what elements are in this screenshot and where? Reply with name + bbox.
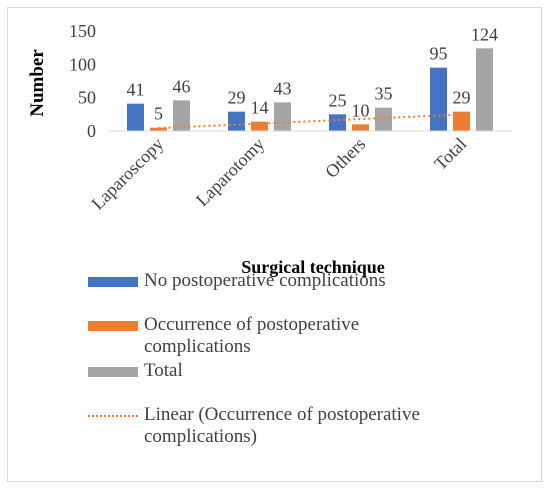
data-label: 29 — [228, 88, 246, 108]
trendline — [158, 113, 462, 130]
data-label: 10 — [352, 100, 370, 120]
legend-item-total: Total — [88, 360, 464, 382]
y-axis-title: Number — [27, 49, 48, 117]
legend-swatch-blue — [88, 277, 138, 287]
bar — [453, 111, 470, 131]
bar — [430, 67, 447, 131]
y-tick-label: 100 — [69, 54, 96, 74]
bar — [127, 103, 144, 131]
data-label: 35 — [375, 84, 393, 104]
bar — [274, 102, 291, 131]
data-label: 46 — [173, 76, 191, 96]
y-tick-label: 0 — [87, 121, 96, 141]
legend-label: No postoperative complications — [144, 270, 386, 291]
bar — [375, 107, 392, 131]
x-tick-label: Others — [321, 134, 369, 182]
bar — [228, 111, 245, 131]
legend-swatch-gray — [88, 367, 138, 377]
legend-label: Total — [144, 360, 183, 381]
data-label: 5 — [154, 104, 163, 124]
x-tick-label: Laparoscopy — [87, 134, 167, 214]
y-tick-label: 50 — [78, 88, 96, 108]
x-axis-title: Surgical technique — [241, 257, 385, 277]
chart-frame — [7, 7, 542, 482]
data-label: 43 — [274, 78, 292, 98]
data-label: 25 — [329, 90, 347, 110]
data-label: 29 — [453, 88, 471, 108]
data-label: 14 — [251, 98, 269, 118]
legend-swatch-orange — [88, 321, 138, 331]
bar — [476, 48, 493, 132]
legend-item-occurrence: Occurrence of postoperative complication… — [88, 314, 464, 358]
bar — [173, 100, 190, 131]
bar — [352, 124, 369, 131]
bar — [329, 114, 346, 131]
data-label: 95 — [430, 44, 448, 64]
legend-label: Occurrence of postoperative complication… — [144, 314, 360, 357]
legend-label: Linear (Occurrence of postoperative comp… — [144, 404, 420, 447]
bar — [150, 127, 167, 131]
data-label: 124 — [471, 24, 498, 44]
y-tick-label: 150 — [69, 21, 96, 41]
x-tick-label: Total — [430, 134, 470, 174]
legend-dotted-line — [88, 415, 138, 417]
legend-item-linear-trend: Linear (Occurrence of postoperative comp… — [88, 404, 464, 448]
bar — [251, 121, 268, 131]
data-label: 41 — [127, 80, 145, 100]
x-tick-label: Laparotomy — [192, 134, 268, 210]
legend-item-no-complications: No postoperative complications — [88, 270, 464, 292]
